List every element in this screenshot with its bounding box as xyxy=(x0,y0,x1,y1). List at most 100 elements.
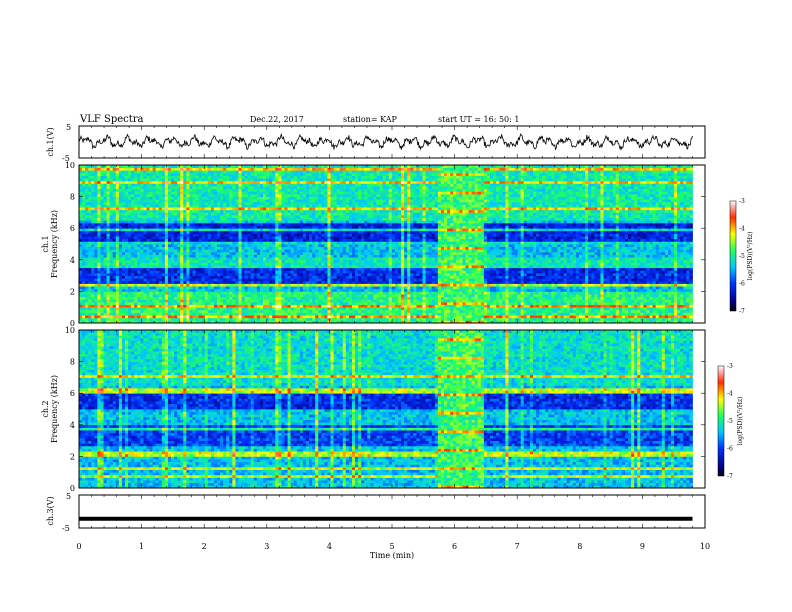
spectrogram-cell xyxy=(149,165,154,169)
spectrogram-cell xyxy=(131,167,135,171)
spectrogram-cell xyxy=(97,320,101,324)
spectrogram-cell xyxy=(85,191,89,195)
spectrogram-cell xyxy=(91,299,95,303)
spectrogram-cell xyxy=(180,191,184,195)
spectrogram-cell xyxy=(192,209,196,213)
spectrogram-cell xyxy=(174,222,178,226)
spectrogram-cell xyxy=(198,170,203,174)
spectrogram-cell xyxy=(195,291,200,295)
spectrogram-cell xyxy=(186,228,190,232)
spectrogram-cell xyxy=(177,301,181,305)
spectrogram-cell xyxy=(226,186,230,190)
spectrogram-cell xyxy=(155,183,160,187)
spectrogram-cell xyxy=(183,212,187,216)
spectrogram-cell xyxy=(149,228,154,232)
spectrogram-cell xyxy=(186,217,190,221)
spectrogram-cell xyxy=(146,186,150,190)
spectrogram-cell xyxy=(213,191,218,195)
spectrogram-cell xyxy=(85,178,89,182)
spectrogram-cell xyxy=(250,193,255,197)
spectrogram-cell xyxy=(241,315,246,319)
spectrogram-cell xyxy=(164,170,169,174)
spectrogram-cell xyxy=(118,183,123,187)
spectrogram-cell xyxy=(226,191,230,195)
spectrogram-cell xyxy=(121,228,126,232)
spectrogram-cell xyxy=(192,267,196,271)
spectrogram-cell xyxy=(299,257,304,261)
spectrogram-cell xyxy=(79,275,83,279)
spectrogram-cell xyxy=(213,257,218,261)
spectrogram-cell xyxy=(88,172,92,176)
spectrogram-cell xyxy=(198,236,203,240)
spectrogram-cell xyxy=(146,270,150,274)
spectrogram-cell xyxy=(207,215,212,219)
spectrogram-cell xyxy=(272,301,276,305)
spectrogram-cell xyxy=(195,191,200,195)
spectrogram-cell xyxy=(302,267,307,271)
spectrogram-cell xyxy=(309,220,313,224)
spectrogram-cell xyxy=(186,236,190,240)
spectrogram-cell xyxy=(115,278,120,282)
spectrogram-cell xyxy=(290,178,295,182)
spectrogram-cell xyxy=(149,286,154,290)
spectrogram-cell xyxy=(109,265,114,269)
spectrogram-cell xyxy=(103,294,108,298)
spectrogram-cell xyxy=(82,317,86,321)
spectrogram-cell xyxy=(109,193,114,197)
spectrogram-cell xyxy=(91,199,95,203)
spectrogram-cell xyxy=(247,280,252,284)
spectrogram-cell xyxy=(88,217,92,221)
spectrogram-cell xyxy=(309,270,313,274)
spectrogram-cell xyxy=(315,262,319,266)
spectrogram-cell xyxy=(324,175,328,179)
spectrogram-cell xyxy=(309,199,313,203)
spectrogram-cell xyxy=(302,172,307,176)
spectrogram-cell xyxy=(152,272,157,276)
spectrogram-cell xyxy=(115,204,120,208)
spectrogram-cell xyxy=(109,317,114,321)
spectrogram-cell xyxy=(82,199,86,203)
ch1-ylabel: ch.1(V) xyxy=(46,127,55,156)
spectrogram-cell xyxy=(235,215,239,219)
spectrogram-cell xyxy=(287,183,292,187)
spectrogram-cell xyxy=(281,212,285,216)
spectrogram-cell xyxy=(106,238,111,242)
spectrogram-cell xyxy=(269,199,273,203)
spectrogram-cell xyxy=(223,180,227,184)
spectrogram-cell xyxy=(118,207,123,211)
spectrogram-cell xyxy=(91,320,95,324)
spectrogram-cell xyxy=(278,212,282,216)
spectrogram-cell xyxy=(180,238,184,242)
spectrogram-cell xyxy=(137,209,141,213)
spectrogram-cell xyxy=(263,246,267,250)
spectrogram-cell xyxy=(85,251,89,255)
spectrogram-cell xyxy=(155,225,160,229)
spectrogram-cell xyxy=(315,233,319,237)
spectrogram-cell xyxy=(82,320,86,324)
spectrogram-cell xyxy=(259,307,264,311)
spectrogram-cell xyxy=(305,272,310,276)
spectrogram-cell xyxy=(229,265,233,269)
spectrogram-cell xyxy=(192,262,196,266)
spectrogram-cell xyxy=(213,286,218,290)
spectrogram-cell xyxy=(137,186,141,190)
spectrogram-cell xyxy=(293,191,298,195)
spectrogram-cell xyxy=(312,307,316,311)
spectrogram-cell xyxy=(269,215,273,219)
spectrogram-cell xyxy=(263,244,267,248)
spectrogram-cell xyxy=(88,294,92,298)
spectrogram-cell xyxy=(213,315,218,319)
spectrogram-cell xyxy=(94,215,98,219)
spectrogram-cell xyxy=(155,199,160,203)
spectrogram-cell xyxy=(189,320,193,324)
spectrogram-cell xyxy=(100,222,104,226)
spectrogram-cell xyxy=(152,199,157,203)
spectrogram-cell xyxy=(128,278,132,282)
spectrogram-cell xyxy=(152,209,157,213)
spectrogram-cell xyxy=(278,220,282,224)
spectrogram-cell xyxy=(100,291,104,295)
spectrogram-cell xyxy=(128,215,132,219)
spectrogram-cell xyxy=(220,212,224,216)
spectrogram-cell xyxy=(183,220,187,224)
spectrogram-cell xyxy=(287,251,292,255)
